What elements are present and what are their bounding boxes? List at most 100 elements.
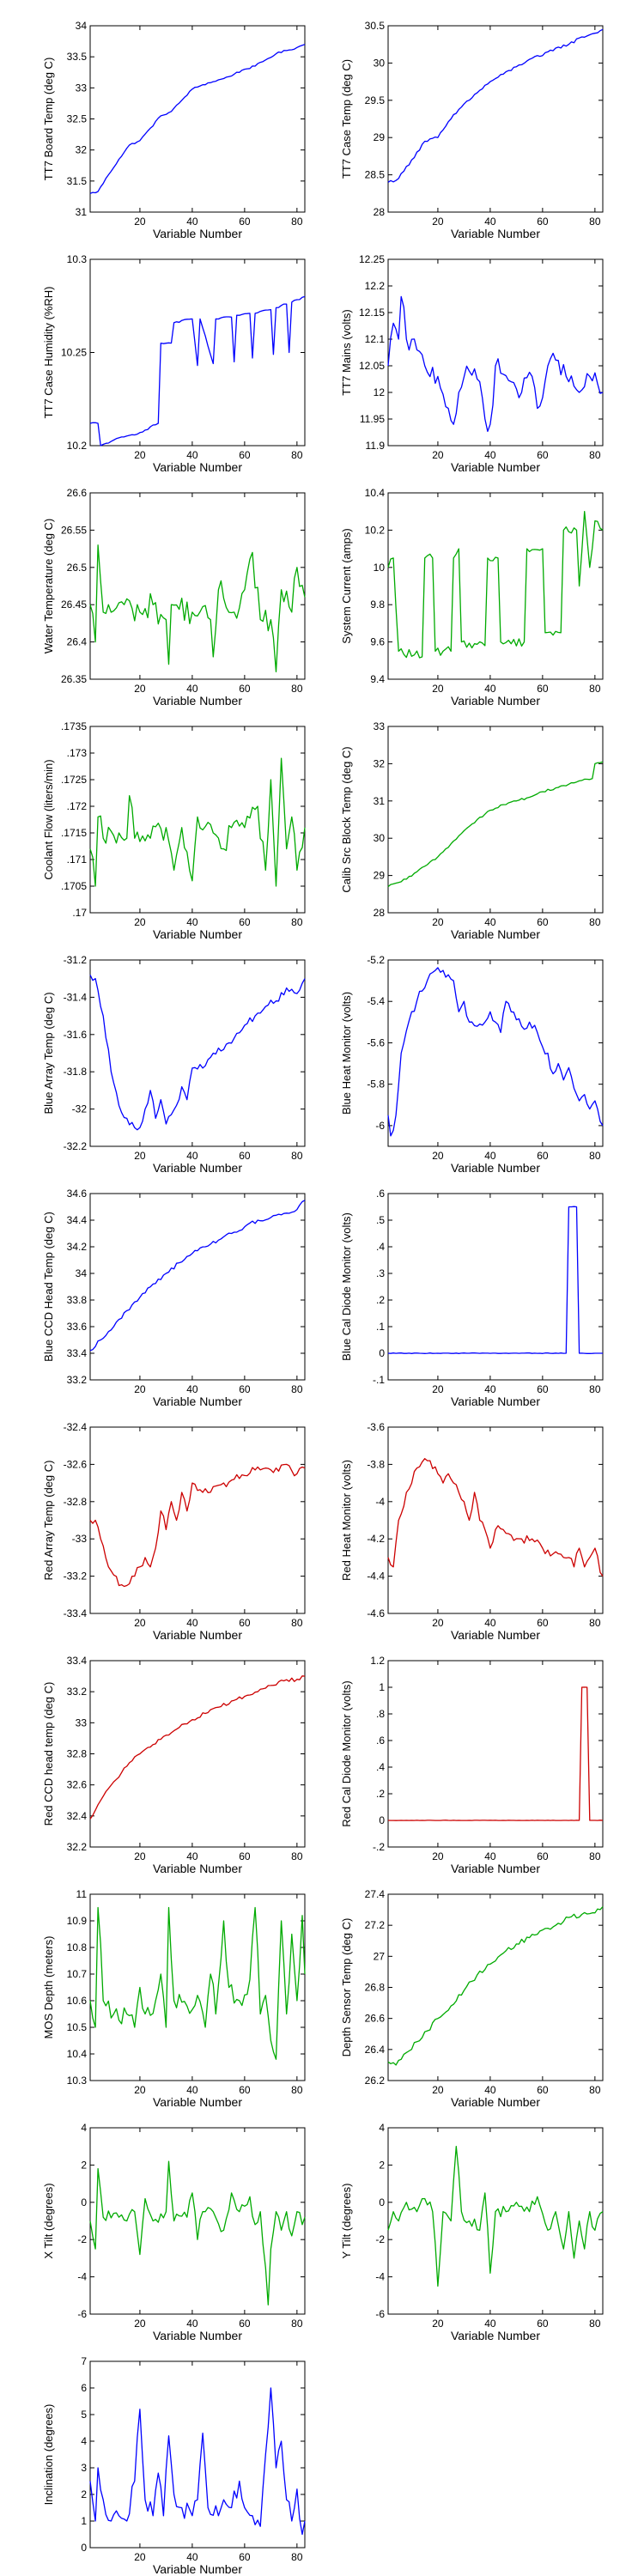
plot-frame	[387, 1426, 604, 1614]
x-tick-label: 80	[291, 1150, 303, 1162]
y-tick-label: -3.8	[367, 1458, 385, 1470]
y-tick-label: -6	[375, 1120, 385, 1132]
x-tick-label: 80	[291, 449, 303, 461]
y-tick-label: 2	[81, 2159, 87, 2171]
x-tick-label: 80	[291, 1617, 303, 1629]
y-tick-label: 33.4	[67, 1655, 88, 1667]
y-tick-label: 28	[374, 907, 386, 919]
y-tick-label: 26.4	[365, 2044, 386, 2056]
y-tick-label: 12.05	[359, 360, 385, 372]
x-tick-label: 60	[239, 2084, 251, 2096]
x-tick-label: 60	[537, 449, 549, 461]
x-tick-label: 40	[186, 1617, 198, 1629]
chart-panel-13: 20 40 60 80 -33.4 -33.2 -33 -32.8 -32.6 -32.4 Vari…	[42, 1421, 306, 1642]
x-axis-label: Variable Number	[451, 2329, 540, 2342]
y-tick-label: 34.4	[67, 1214, 88, 1226]
y-axis-label: Red Cal Diode Monitor (volts)	[340, 1680, 353, 1827]
chart-panel-12: 20 40 60 80 -.1 0 .1 .2 .3 .4 .5 .6 Variable Number B…	[340, 1188, 604, 1408]
y-axis-label: Water Temperature (deg C)	[42, 519, 55, 654]
y-tick-label: 12	[374, 386, 386, 398]
x-axis-label: Variable Number	[451, 460, 540, 474]
series-line	[89, 295, 306, 447]
series-line	[89, 544, 306, 672]
y-tick-label: .1735	[61, 720, 87, 732]
x-tick-label: 20	[134, 2084, 146, 2096]
y-axis-label: X Tilt (degrees)	[42, 2183, 55, 2258]
y-tick-label: 11.95	[360, 413, 385, 425]
y-tick-label: 33.8	[67, 1294, 88, 1306]
y-tick-label: 33	[76, 1716, 88, 1728]
y-tick-label: 5	[81, 2409, 87, 2421]
plot-frame	[387, 1193, 604, 1381]
y-tick-label: 26.2	[365, 2075, 386, 2087]
y-tick-label: 34.6	[67, 1188, 88, 1200]
x-axis-label: Variable Number	[451, 927, 540, 941]
x-tick-label: 60	[239, 1383, 251, 1395]
x-axis-label: Variable Number	[153, 460, 242, 474]
y-tick-label: 26.55	[61, 524, 87, 536]
plot-frame	[387, 1893, 604, 2081]
y-tick-label: -4.6	[367, 1607, 385, 1619]
y-tick-label: 26.4	[67, 636, 88, 648]
y-tick-label: 32	[374, 757, 386, 769]
x-tick-label: 40	[484, 2084, 496, 2096]
x-tick-label: 60	[537, 216, 549, 228]
y-tick-label: -32.4	[64, 1421, 88, 1433]
y-tick-label: 26.6	[67, 487, 88, 499]
x-tick-label: 20	[432, 1617, 444, 1629]
y-tick-label: 2	[81, 2488, 87, 2500]
y-tick-label: 1	[81, 2515, 87, 2527]
y-tick-label: 10.5	[67, 2021, 88, 2033]
x-tick-label: 20	[432, 2084, 444, 2096]
y-tick-label: .1705	[61, 880, 87, 892]
x-tick-label: 80	[589, 916, 601, 928]
x-tick-label: 80	[589, 683, 601, 695]
chart-panel-15: 20 40 60 80 32.2 32.4 32.6 32.8 33 33.2 33.4 Variab…	[42, 1655, 306, 1875]
x-tick-label: 20	[432, 2318, 444, 2330]
plot-frame	[89, 25, 306, 213]
x-tick-label: 40	[186, 916, 198, 928]
y-tick-label: 29.5	[365, 94, 386, 106]
x-tick-label: 20	[134, 449, 146, 461]
x-tick-label: 20	[134, 1150, 146, 1162]
x-tick-label: 40	[186, 216, 198, 228]
series-line	[387, 1458, 604, 1577]
y-tick-label: 30	[374, 57, 386, 69]
plot-frame	[387, 492, 604, 680]
y-axis-label: TT7 Case Humidity (%RH)	[42, 287, 55, 419]
x-tick-label: 80	[291, 683, 303, 695]
x-tick-label: 20	[432, 683, 444, 695]
y-tick-label: 26.45	[61, 598, 87, 611]
x-tick-label: 40	[484, 2318, 496, 2330]
series-line	[387, 511, 604, 659]
y-tick-label: 7	[81, 2355, 87, 2367]
x-axis-label: Variable Number	[153, 2562, 242, 2576]
x-tick-label: 60	[239, 683, 251, 695]
y-tick-label: .4	[376, 1761, 385, 1773]
y-tick-label: 10.7	[67, 1968, 88, 1980]
series-line	[89, 1463, 306, 1588]
y-tick-label: 10.25	[61, 347, 87, 359]
y-axis-label: Blue Cal Diode Monitor (volts)	[340, 1212, 353, 1361]
plot-frame	[89, 492, 306, 680]
y-tick-label: -4.4	[367, 1571, 385, 1583]
y-axis-label: Blue Heat Monitor (volts)	[340, 992, 353, 1115]
y-tick-label: -3.6	[367, 1421, 385, 1433]
y-tick-label: 10.8	[67, 1941, 88, 1953]
x-axis-label: Variable Number	[153, 1161, 242, 1175]
x-tick-label: 20	[134, 2318, 146, 2330]
y-tick-label: 28.5	[365, 169, 386, 181]
x-axis-label: Variable Number	[451, 1161, 540, 1175]
y-tick-label: -33.4	[64, 1607, 88, 1619]
y-tick-label: -5.6	[367, 1036, 385, 1048]
y-tick-label: 11.9	[366, 440, 386, 452]
y-tick-label: -5.4	[367, 995, 385, 1007]
x-axis-label: Variable Number	[451, 1628, 540, 1642]
x-tick-label: 60	[537, 1150, 549, 1162]
x-tick-label: 40	[484, 449, 496, 461]
y-tick-label: .17	[72, 907, 87, 919]
y-tick-label: 9.4	[370, 673, 385, 685]
series-line	[89, 2387, 306, 2536]
y-tick-label: -31.8	[64, 1066, 88, 1078]
chart-panel-3: 20 40 60 80 10.2 10.25 10.3 Variable Number TT7 …	[42, 253, 306, 474]
